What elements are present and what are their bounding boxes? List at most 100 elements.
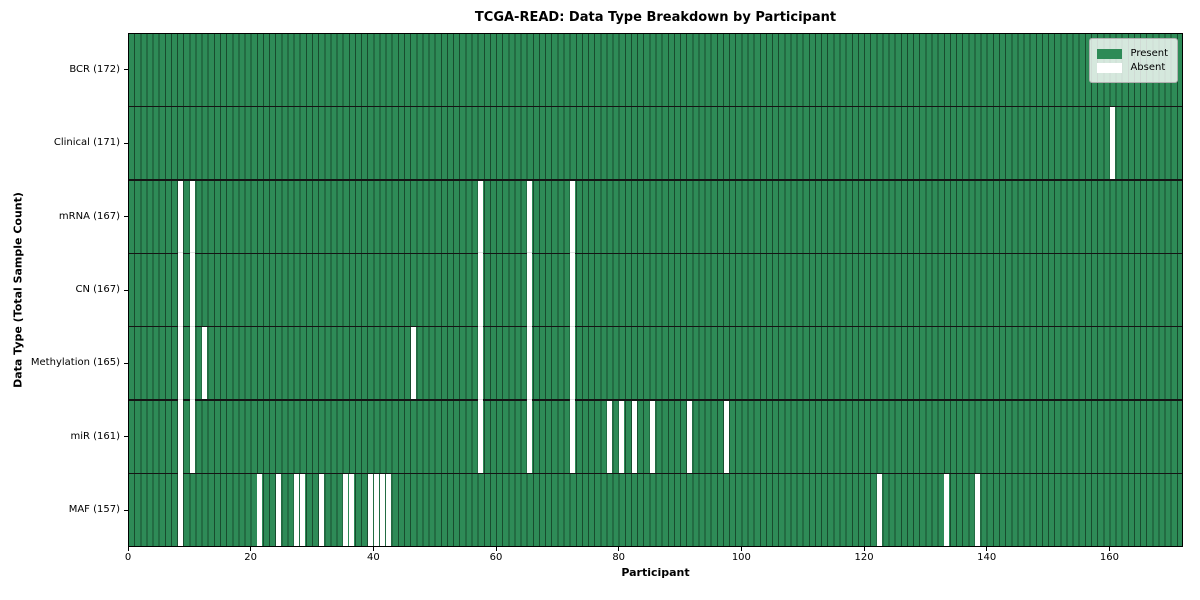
absent-bar-MAF-31 xyxy=(318,474,324,547)
legend-item-present: Present xyxy=(1097,48,1168,59)
x-tick-mark xyxy=(863,547,865,551)
absent-row-joint xyxy=(478,399,484,402)
x-tick-label: 120 xyxy=(854,552,874,563)
y-tick-label: MAF (157) xyxy=(68,504,120,516)
x-tick-mark xyxy=(372,547,374,551)
absent-bar-Methylation-65 xyxy=(527,327,533,400)
legend-swatch-present xyxy=(1097,48,1123,59)
absent-row-joint xyxy=(177,399,183,402)
y-tick-label: BCR (172) xyxy=(69,63,120,75)
x-tick-mark xyxy=(1108,547,1110,551)
absent-bar-CN-10 xyxy=(189,253,195,326)
absent-row-joint xyxy=(189,325,195,328)
x-tick-label: 60 xyxy=(489,552,503,563)
absent-bar-miR-85 xyxy=(649,400,655,473)
absent-bar-MAF-41 xyxy=(380,474,386,547)
y-tick-label: CN (167) xyxy=(75,284,120,295)
absent-bar-miR-97 xyxy=(723,400,729,473)
y-tick-mark xyxy=(123,216,128,218)
row-separator xyxy=(128,252,1183,254)
absent-bar-MAF-42 xyxy=(386,474,392,547)
absent-bar-miR-91 xyxy=(686,400,692,473)
absent-bar-mRNA-65 xyxy=(527,180,533,253)
absent-bar-Methylation-8 xyxy=(177,327,183,400)
x-tick-mark xyxy=(250,547,252,551)
absent-row-joint xyxy=(478,252,484,255)
absent-bar-MAF-24 xyxy=(275,474,281,547)
y-tick-mark xyxy=(123,509,128,511)
absent-bar-MAF-133 xyxy=(944,474,950,547)
y-tick-mark xyxy=(123,142,128,144)
absent-bar-MAF-28 xyxy=(300,474,306,547)
x-tick-mark xyxy=(127,547,129,551)
x-tick-mark xyxy=(986,547,988,551)
absent-bar-mRNA-57 xyxy=(478,180,484,253)
y-tick-mark xyxy=(123,69,128,71)
absent-row-joint xyxy=(527,252,533,255)
absent-bar-mRNA-8 xyxy=(177,180,183,253)
y-tick-mark xyxy=(123,436,128,438)
absent-bar-Clinical-160 xyxy=(1109,107,1115,180)
absent-bar-MAF-39 xyxy=(367,474,373,547)
absent-row-joint xyxy=(570,399,576,402)
absent-bar-miR-80 xyxy=(619,400,625,473)
row-separator xyxy=(128,105,1183,108)
absent-bar-miR-8 xyxy=(177,400,183,473)
absent-row-joint xyxy=(527,399,533,402)
absent-bar-MAF-40 xyxy=(373,474,379,547)
x-tick-label: 40 xyxy=(366,552,380,563)
x-tick-label: 140 xyxy=(977,552,997,563)
absent-bar-CN-8 xyxy=(177,253,183,326)
absent-row-joint xyxy=(177,325,183,328)
y-tick-mark xyxy=(123,362,128,364)
absent-row-joint xyxy=(177,472,183,475)
absent-row-joint xyxy=(527,325,533,328)
y-tick-label: miR (161) xyxy=(70,430,120,442)
absent-bar-Methylation-72 xyxy=(570,327,576,400)
row-separator xyxy=(128,399,1183,401)
row-separator xyxy=(128,472,1183,475)
y-tick-label: Methylation (165) xyxy=(30,357,120,369)
legend-swatch-absent xyxy=(1097,62,1123,73)
chart-title: TCGA-READ: Data Type Breakdown by Partic… xyxy=(474,10,837,25)
absent-bar-CN-57 xyxy=(478,253,484,326)
legend-label: Absent xyxy=(1130,62,1166,73)
y-tick-label: Clinical (171) xyxy=(53,137,120,149)
legend-label: Present xyxy=(1130,48,1168,59)
row-separator xyxy=(128,326,1183,328)
absent-row-joint xyxy=(478,325,484,328)
absent-bar-Methylation-10 xyxy=(189,327,195,400)
absent-row-joint xyxy=(570,325,576,328)
absent-bar-miR-10 xyxy=(189,400,195,473)
absent-bar-MAF-138 xyxy=(975,474,981,547)
x-tick-label: 20 xyxy=(244,552,258,563)
absent-bar-MAF-27 xyxy=(294,474,300,547)
x-tick-label: 160 xyxy=(1099,552,1119,563)
absent-bar-mRNA-72 xyxy=(570,180,576,253)
x-tick-label: 0 xyxy=(124,552,132,563)
x-tick-mark xyxy=(618,547,620,551)
absent-row-joint xyxy=(177,252,183,255)
absent-bar-mRNA-10 xyxy=(189,180,195,253)
absent-row-joint xyxy=(189,399,195,402)
y-tick-label: mRNA (167) xyxy=(58,210,120,222)
row-separator xyxy=(128,179,1183,181)
absent-bar-Methylation-46 xyxy=(410,327,416,400)
x-tick-mark xyxy=(495,547,497,551)
plot-border xyxy=(128,33,1183,547)
absent-bar-CN-72 xyxy=(570,253,576,326)
plot-area: Present Absent xyxy=(128,33,1183,547)
absent-bar-miR-72 xyxy=(570,400,576,473)
absent-bar-MAF-21 xyxy=(257,474,263,547)
x-tick-mark xyxy=(740,547,742,551)
absent-bar-miR-65 xyxy=(527,400,533,473)
absent-bar-MAF-36 xyxy=(349,474,355,547)
x-tick-label: 100 xyxy=(731,552,751,563)
absent-bar-MAF-8 xyxy=(177,474,183,547)
absent-row-joint xyxy=(189,252,195,255)
absent-bar-miR-57 xyxy=(478,400,484,473)
x-tick-label: 80 xyxy=(612,552,626,563)
absent-bar-CN-65 xyxy=(527,253,533,326)
absent-bar-Methylation-12 xyxy=(202,327,208,400)
